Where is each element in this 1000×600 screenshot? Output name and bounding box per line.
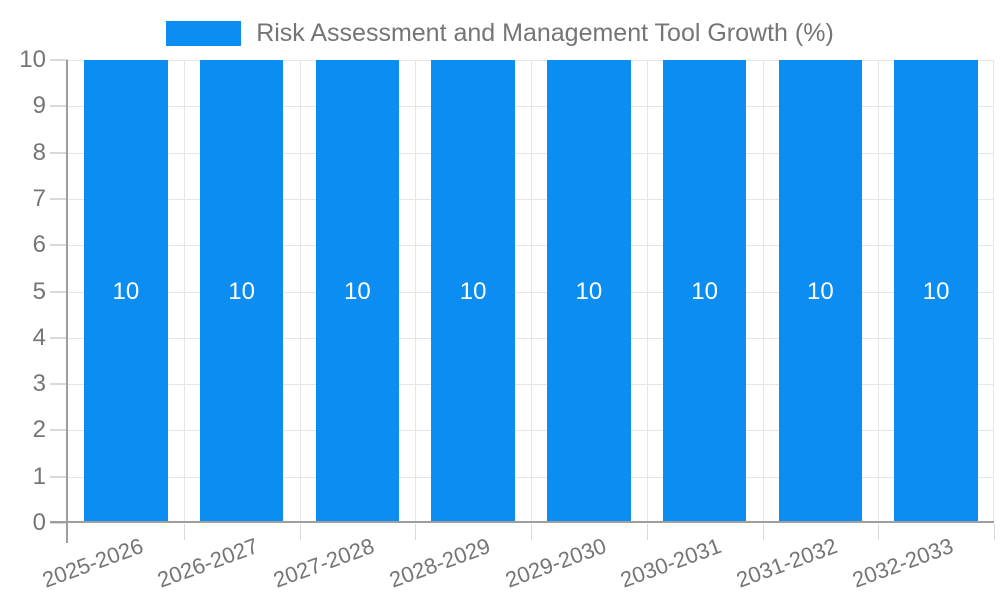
bar: 10 (315, 60, 400, 523)
x-tick (415, 524, 417, 540)
x-axis-label: 2027-2028 (270, 533, 378, 593)
bar-value-label: 10 (228, 277, 255, 305)
y-tick-label: 8 (32, 138, 46, 166)
bar: 10 (547, 60, 631, 523)
bar: 10 (894, 60, 978, 523)
bar-value-label: 10 (691, 277, 718, 305)
gridline-vertical (762, 60, 764, 523)
x-axis-label: 2032-2033 (848, 533, 957, 593)
x-axis-label: 2029-2030 (501, 533, 610, 593)
bar-value-label: 10 (575, 277, 603, 305)
y-tick (50, 151, 68, 154)
gridline-vertical (183, 60, 185, 523)
y-tick-label: 5 (32, 277, 46, 305)
legend-swatch (166, 20, 242, 46)
x-tick (762, 524, 764, 540)
x-tick (299, 524, 301, 540)
legend-item[interactable]: Risk Assessment and Management Tool Grow… (0, 16, 1000, 50)
x-axis-label: 2030-2031 (617, 533, 725, 593)
bar: 10 (662, 60, 747, 523)
y-tick (50, 105, 68, 108)
gridline-vertical (415, 60, 417, 523)
bar: 10 (431, 60, 515, 523)
bar: 10 (778, 60, 863, 523)
x-axis-label: 2025-2026 (38, 533, 147, 593)
gridline-vertical (646, 60, 648, 523)
plot-area: 10 10 10 10 10 10 10 10 (68, 60, 994, 523)
y-tick (50, 475, 68, 478)
y-tick-label: 10 (19, 46, 46, 73)
gridline-vertical (531, 60, 532, 523)
y-tick (50, 383, 68, 386)
y-tick-label: 2 (32, 416, 46, 444)
y-tick (50, 429, 68, 432)
x-axis-line (50, 521, 994, 523)
y-tick (50, 522, 68, 524)
bar: 10 (199, 60, 284, 523)
gridline-vertical (993, 60, 994, 523)
bar-value-label: 10 (344, 277, 371, 305)
bar: 10 (84, 60, 168, 523)
x-axis-label: 2028-2029 (385, 533, 494, 593)
y-tick (50, 290, 68, 293)
bar-value-label: 10 (922, 277, 950, 305)
gridline-vertical (878, 60, 880, 523)
y-axis-line (66, 60, 68, 543)
y-tick-label: 1 (32, 462, 46, 490)
x-tick (646, 524, 648, 540)
y-tick (50, 244, 68, 247)
y-tick (50, 59, 68, 61)
y-tick-label: 6 (32, 231, 46, 259)
x-tick (531, 524, 532, 540)
x-tick (878, 524, 880, 540)
x-tick (994, 524, 995, 540)
y-tick-label: 3 (32, 370, 46, 398)
y-tick (50, 197, 68, 200)
y-tick-label: 9 (32, 92, 46, 120)
x-axis-label: 2031-2032 (733, 533, 841, 593)
y-tick-label: 7 (32, 184, 46, 212)
bar-value-label: 10 (112, 277, 140, 305)
bar-value-label: 10 (459, 277, 487, 305)
legend-label: Risk Assessment and Management Tool Grow… (256, 18, 834, 47)
x-axis-label: 2026-2027 (154, 533, 262, 593)
y-tick (50, 336, 68, 339)
x-tick (183, 524, 185, 540)
y-tick-label: 4 (32, 323, 46, 351)
gridline-vertical (299, 60, 301, 523)
bar-value-label: 10 (807, 277, 834, 305)
y-tick-label: 0 (32, 509, 46, 536)
